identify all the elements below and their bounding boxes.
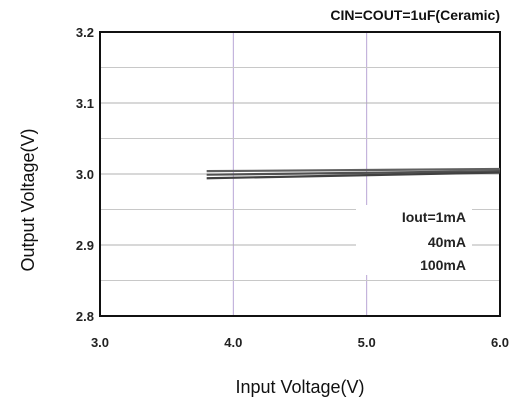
y-tick-labels: 3.2 3.1 3.0 2.9 2.8 [76, 25, 94, 324]
legend-entry-1ma: Iout=1mA [402, 209, 466, 225]
series-lines [206, 167, 501, 180]
y-tick-label: 2.8 [76, 309, 94, 324]
legend-entry-100ma: 100mA [420, 257, 466, 273]
x-tick-label: 4.0 [224, 335, 242, 350]
x-axis-label: Input Voltage(V) [235, 377, 364, 397]
x-tick-label: 3.0 [91, 335, 109, 350]
legend-background [356, 205, 472, 275]
series-line-1 [206, 170, 501, 176]
x-tick-label: 5.0 [358, 335, 376, 350]
series-line-0 [206, 167, 501, 173]
x-tick-labels: 3.0 4.0 5.0 6.0 [91, 335, 509, 350]
y-tick-label: 3.2 [76, 25, 94, 40]
chart-title: CIN=COUT=1uF(Ceramic) [330, 7, 500, 23]
legend: Iout=1mA 40mA 100mA [356, 205, 472, 275]
legend-entry-40ma: 40mA [428, 234, 466, 250]
series-line-2 [206, 171, 501, 180]
y-tick-label: 2.9 [76, 238, 94, 253]
x-tick-label: 6.0 [491, 335, 509, 350]
plot-frame [99, 31, 501, 317]
y-axis-label: Output Voltage(V) [18, 128, 38, 271]
y-tick-label: 3.0 [76, 167, 94, 182]
y-tick-label: 3.1 [76, 96, 94, 111]
